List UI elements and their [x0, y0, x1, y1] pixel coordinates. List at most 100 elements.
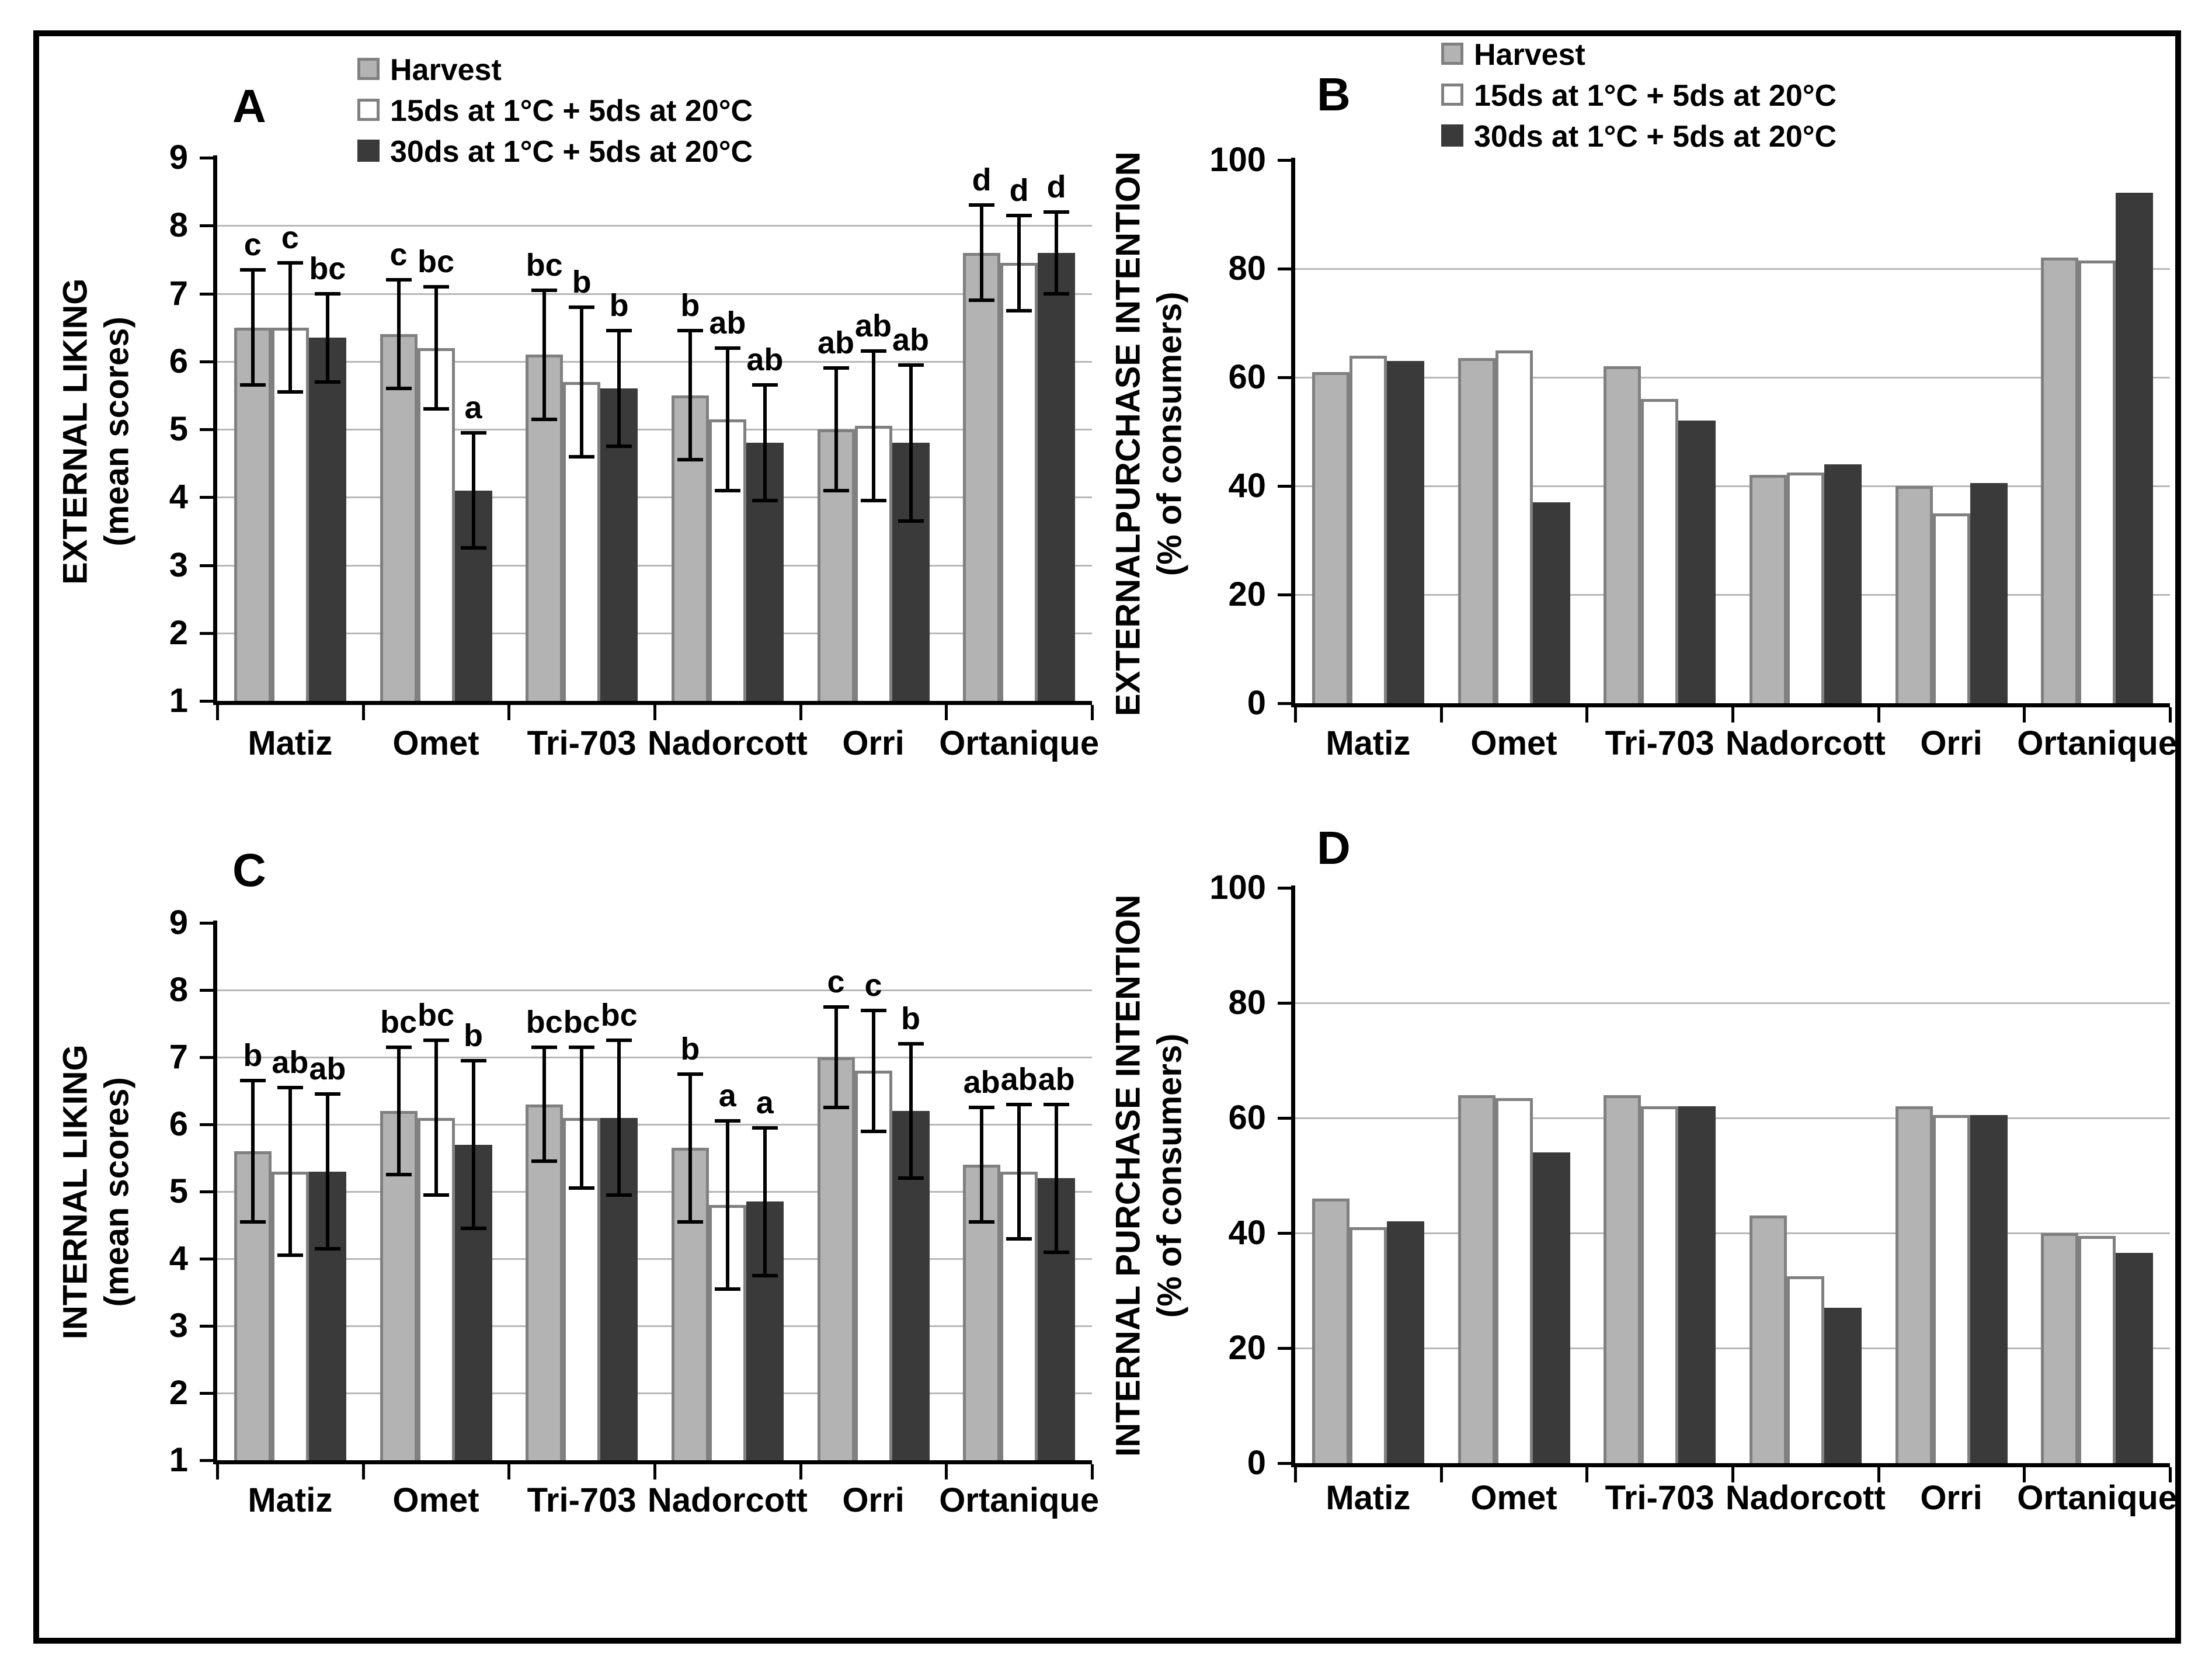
y-axis-tick	[200, 224, 217, 228]
legend-label: Harvest	[1474, 38, 1585, 72]
error-bar	[871, 1010, 875, 1131]
bar-harvest-ortanique	[2041, 258, 2079, 703]
gridline	[217, 564, 1092, 567]
x-axis-tick	[799, 1464, 802, 1479]
x-axis-tick	[361, 705, 365, 720]
y-axis-tick	[1278, 1462, 1295, 1465]
bar-15ds-orri	[854, 1071, 892, 1460]
category-label: Tri-703	[1605, 1479, 1714, 1517]
significance-letter: ab	[1000, 1061, 1038, 1097]
y-axis-tick	[200, 1190, 217, 1193]
bar-30ds-tri-703	[1678, 1106, 1716, 1463]
significance-letter: ab	[963, 1065, 1000, 1100]
bar-harvest-omet	[1458, 358, 1495, 703]
error-bar	[763, 385, 767, 501]
gridline	[217, 1325, 1092, 1327]
panel-d-letter: D	[1317, 822, 1351, 874]
category-label: Ortanique	[939, 724, 1100, 762]
y-axis-tick-label: 60	[1228, 1099, 1266, 1137]
category-label: Matiz	[248, 1481, 333, 1519]
error-bar	[688, 331, 692, 460]
error-bar	[542, 290, 547, 419]
error-bar-cap-top	[239, 268, 266, 272]
error-bar-cap-top	[752, 1126, 778, 1130]
significance-letter: bc	[309, 251, 346, 286]
significance-letter: c	[864, 967, 882, 1003]
bar-harvest-matiz	[234, 327, 272, 701]
error-bar	[288, 1087, 292, 1256]
error-bar-cap-bottom	[752, 499, 778, 503]
bar-15ds-ortanique	[2078, 1235, 2116, 1463]
y-axis-tick-label: 40	[1228, 1214, 1266, 1252]
error-bar-cap-top	[1006, 1102, 1032, 1106]
category-label: Nadorcott	[1725, 724, 1886, 762]
x-axis-tick	[2169, 1467, 2172, 1482]
error-bar	[725, 348, 729, 491]
gridline	[1295, 1117, 2170, 1119]
y-axis-tick	[200, 1325, 217, 1328]
significance-letter: d	[1046, 169, 1066, 204]
significance-letter: b	[901, 1001, 920, 1036]
error-bar-cap-top	[606, 329, 632, 333]
gridline	[217, 225, 1092, 227]
y-axis-tick-label: 3	[169, 1307, 188, 1345]
significance-letter: b	[464, 1017, 483, 1053]
y-axis-tick	[1278, 1347, 1295, 1350]
y-axis-tick-label: 9	[169, 904, 188, 942]
y-axis-tick-label: 20	[1228, 575, 1266, 613]
legend-swatch	[1441, 43, 1463, 65]
error-bar-cap-top	[314, 291, 340, 296]
error-bar-cap-top	[314, 1092, 340, 1096]
y-axis-tick-label: 0	[1247, 1444, 1266, 1482]
error-bar	[580, 307, 584, 457]
x-axis-tick	[2023, 707, 2026, 723]
y-axis-tick-label: 100	[1209, 141, 1266, 179]
y-axis-tick-label: 2	[169, 1374, 188, 1412]
error-bar	[725, 1121, 729, 1289]
error-bar	[288, 263, 292, 393]
y-axis-tick	[200, 360, 217, 363]
significance-letter: a	[464, 390, 482, 425]
bar-30ds-orri	[1970, 1115, 2008, 1463]
bar-15ds-tri-703	[563, 381, 601, 701]
gridline	[217, 496, 1092, 499]
error-bar-cap-top	[898, 363, 924, 367]
significance-letter: c	[389, 237, 408, 273]
y-axis-tick	[200, 292, 217, 296]
significance-letter: bc	[380, 1004, 418, 1040]
category-label: Nadorcott	[1725, 1479, 1886, 1517]
y-axis-line	[213, 155, 217, 703]
error-bar	[617, 1040, 621, 1195]
bar-15ds-matiz	[1349, 1227, 1387, 1463]
y-axis-tick	[200, 922, 217, 925]
x-axis-tick	[216, 1464, 219, 1479]
bar-15ds-ortanique	[1000, 263, 1038, 701]
legend-item: 15ds at 1°C + 5ds at 20°C	[357, 95, 883, 127]
error-bar-cap-bottom	[969, 1220, 995, 1224]
error-bar	[1055, 1104, 1059, 1252]
error-bar-cap-top	[823, 366, 849, 370]
error-bar-cap-top	[1044, 1102, 1070, 1106]
category-label: Orri	[842, 1481, 905, 1519]
y-axis-tick	[200, 631, 217, 635]
y-axis-tick	[1278, 159, 1295, 162]
y-axis-tick-label: 5	[169, 1172, 188, 1210]
panel-b-y-axis-title-line1: EXTERNALPURCHASE INTENTION	[1109, 151, 1147, 717]
significance-letter: bc	[526, 247, 563, 283]
error-bar	[1017, 215, 1021, 311]
legend-item: Harvest	[357, 54, 883, 86]
category-label: Ortanique	[939, 1481, 1100, 1519]
legend-label: 15ds at 1°C + 5ds at 20°C	[1474, 79, 1837, 113]
error-bar-cap-bottom	[1044, 291, 1070, 296]
error-bar-cap-bottom	[385, 1173, 412, 1177]
error-bar-cap-bottom	[569, 454, 595, 459]
error-bar-cap-top	[277, 261, 303, 265]
y-axis-tick-label: 5	[169, 410, 188, 448]
bar-15ds-ortanique	[2078, 261, 2116, 703]
error-bar	[251, 269, 255, 385]
y-axis-tick	[200, 1123, 217, 1126]
x-axis-tick	[1091, 1464, 1094, 1479]
category-label: Omet	[392, 1481, 479, 1519]
category-label: Omet	[1470, 1479, 1557, 1517]
bar-30ds-tri-703	[1678, 421, 1716, 703]
